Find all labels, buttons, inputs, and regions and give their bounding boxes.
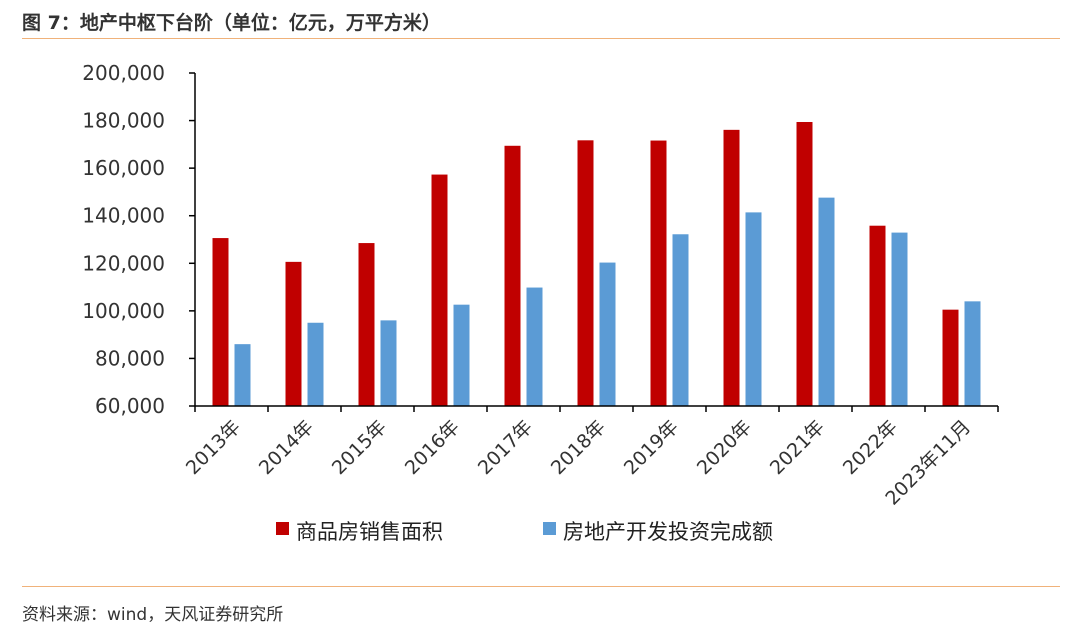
bar-sales-area	[504, 145, 521, 406]
x-tick-label: 2019年	[620, 416, 683, 479]
bar-investment	[234, 344, 251, 406]
bar-sales-area	[431, 174, 448, 406]
x-axis: 2013年 2014年 2015年 2016年 2017年 2018年 2019年 2020年…	[182, 405, 999, 510]
bar-sales-area	[285, 261, 302, 406]
bar-sales-area	[869, 225, 886, 406]
bar-investment	[380, 320, 397, 406]
x-tick-label: 2015年	[328, 416, 391, 479]
y-tick-label: 80,000	[95, 346, 165, 370]
figure-title: 图 7：地产中枢下台阶（单位：亿元，万平方米）	[22, 12, 441, 34]
y-axis: 60,000 80,000 100,000 120,000 140,000 160,000…	[82, 61, 196, 418]
bar-investment	[818, 197, 835, 406]
bar-investment	[307, 322, 324, 406]
bar-sales-area	[358, 243, 375, 406]
bottom-divider	[22, 586, 1060, 587]
bar-sales-area	[650, 140, 667, 406]
bar-investment	[964, 301, 981, 406]
y-tick-label: 180,000	[82, 109, 165, 133]
bar-investment	[453, 304, 470, 406]
x-tick-label: 2017年	[474, 416, 537, 479]
bar-sales-area	[796, 121, 813, 407]
x-tick-label: 2013年	[182, 416, 245, 479]
legend-swatch-sales-area	[276, 522, 289, 535]
legend-label-investment: 房地产开发投资完成额	[563, 520, 773, 544]
bar-investment	[891, 232, 908, 406]
bar-sales-area	[212, 238, 229, 406]
bar-investment	[526, 287, 543, 406]
y-tick-label: 120,000	[82, 251, 165, 275]
x-tick-label: 2022年	[839, 416, 902, 479]
y-tick-label: 60,000	[95, 394, 165, 418]
bar-sales-area	[723, 129, 740, 407]
bar-investment	[599, 262, 616, 406]
x-tick-label: 2016年	[401, 416, 464, 479]
bar-sales-area	[577, 140, 594, 406]
y-tick-label: 200,000	[82, 61, 165, 85]
y-tick-label: 100,000	[82, 299, 165, 323]
source-note: 资料来源：wind，天风证券研究所	[22, 605, 284, 625]
y-tick-label: 160,000	[82, 156, 165, 180]
legend-swatch-investment	[543, 522, 556, 535]
bar-investment	[672, 234, 689, 406]
x-tick-label: 2014年	[255, 416, 318, 479]
bar-sales-area	[942, 309, 959, 406]
bar-investment	[745, 212, 762, 406]
bars	[212, 121, 981, 407]
legend: 商品房销售面积 房地产开发投资完成额	[276, 520, 773, 544]
x-tick-label: 2021年	[766, 416, 829, 479]
legend-label-sales-area: 商品房销售面积	[296, 520, 443, 544]
y-tick-label: 140,000	[82, 204, 165, 228]
top-divider	[22, 38, 1060, 39]
x-tick-label: 2020年	[693, 416, 756, 479]
x-tick-label: 2018年	[547, 416, 610, 479]
